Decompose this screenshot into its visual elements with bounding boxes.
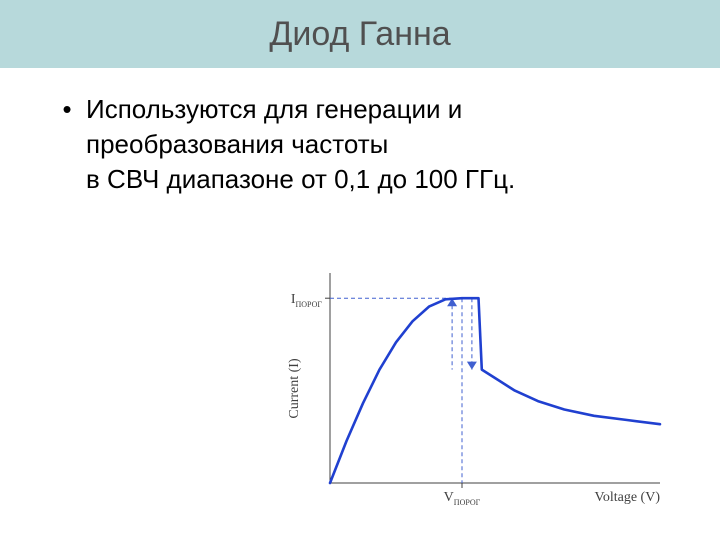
title-bar: Диод Ганна [0,0,720,68]
slide: Диод Ганна • Используются для генерации … [0,0,720,540]
body-area: • Используются для генерации и преобразо… [0,68,720,197]
bullet-text: Используются для генерации и преобразова… [86,92,515,197]
bullet-line-2: преобразования частоты [86,129,388,159]
bullet-marker-icon: • [60,92,74,127]
slide-title: Диод Ганна [269,15,450,54]
bullet-item: • Используются для генерации и преобразо… [60,92,660,197]
iv-chart-svg: IПОРОГVПОРОГVoltage (V)Current (I) [280,255,680,515]
x-axis-label: Voltage (V) [595,490,661,505]
bullet-line-1: Используются для генерации и [86,94,462,124]
iv-chart: IПОРОГVПОРОГVoltage (V)Current (I) [280,255,680,515]
y-axis-label: Current (I) [287,358,302,419]
bullet-line-3: в СВЧ диапазоне от 0,1 до 100 ГГц. [86,164,515,194]
